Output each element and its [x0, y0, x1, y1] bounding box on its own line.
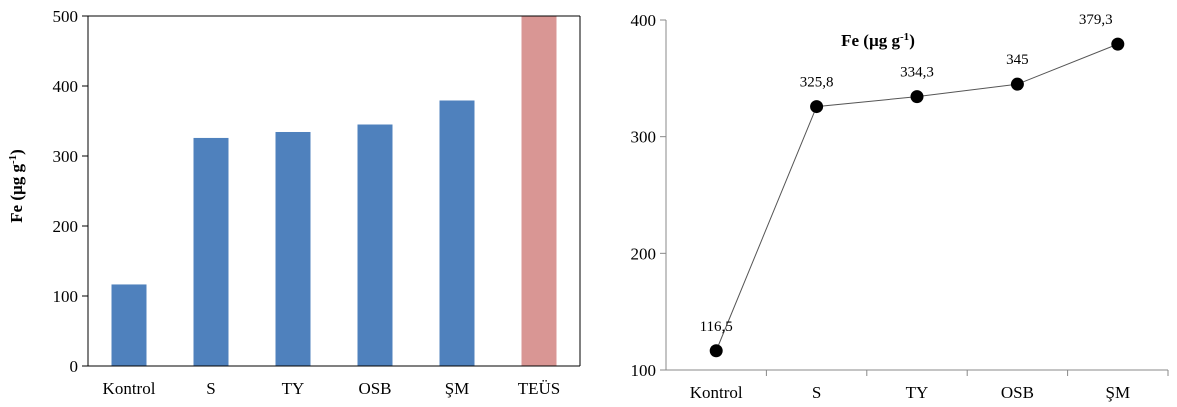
left-bar	[275, 131, 311, 366]
right-x-tick-label: TY	[906, 383, 929, 402]
right-data-point	[910, 90, 924, 104]
left-bar-chart: Fe (µg g-1) 0 100 200 300 400 500 Kontrol S TY O…	[7, 7, 581, 398]
right-data-label: 116,5	[700, 319, 733, 335]
right-y-tick-label: 300	[631, 128, 657, 147]
right-data-label: 345	[1006, 52, 1029, 68]
left-y-label-tail: )	[7, 149, 26, 155]
left-bar	[357, 124, 393, 366]
right-x-tick-label: OSB	[1001, 383, 1034, 402]
right-x-ticks: Kontrol S TY OSB ŞM	[690, 370, 1169, 402]
left-x-tick-label: OSB	[358, 379, 391, 398]
left-y-label-main: Fe (µg g	[7, 163, 26, 222]
right-x-tick-label: Kontrol	[690, 383, 743, 402]
left-y-tick-label: 100	[53, 287, 79, 306]
right-data-label: 334,3	[900, 65, 934, 81]
right-title-sup: -1	[900, 31, 909, 43]
right-data-point	[709, 344, 723, 358]
right-series: 116,5 325,8 334,3 345 379,3	[700, 12, 1125, 358]
left-x-tick-label: S	[206, 379, 215, 398]
right-data-point	[810, 100, 824, 114]
right-data-point	[1111, 37, 1125, 51]
left-y-tick-label: 200	[53, 217, 79, 236]
left-y-axis-label: Fe (µg g-1)	[7, 149, 26, 223]
right-data-label: 379,3	[1079, 12, 1113, 28]
left-x-tick-label: TY	[282, 379, 305, 398]
left-x-tick-label: Kontrol	[103, 379, 156, 398]
right-x-tick-label: S	[812, 383, 821, 402]
right-line-chart: Fe (µg g-1) 100 200 300 400 Kontrol S TY OSB ŞM…	[631, 11, 1169, 402]
left-x-ticks: Kontrol S TY OSB ŞM TEÜS	[103, 379, 561, 398]
left-y-tick-label: 400	[53, 77, 79, 96]
right-y-tick-label: 400	[631, 11, 657, 30]
svg-text:Fe (µg g-1): Fe (µg g-1)	[7, 149, 26, 223]
right-title-tail: )	[909, 31, 915, 50]
left-y-label-sup: -1	[7, 155, 19, 164]
right-x-tick-label: ŞM	[1106, 383, 1131, 402]
left-bar	[439, 100, 475, 367]
left-y-ticks: 0 100 200 300 400 500	[53, 7, 88, 376]
right-y-ticks: 100 200 300 400	[631, 11, 666, 380]
left-y-tick-label: 0	[70, 357, 79, 376]
left-bar	[111, 284, 147, 366]
right-data-label: 325,8	[800, 75, 834, 91]
left-bars	[111, 16, 557, 367]
right-chart-title: Fe (µg g-1)	[841, 31, 915, 50]
left-bar	[193, 137, 229, 366]
right-data-point	[1010, 77, 1024, 91]
right-series-line	[715, 43, 1118, 351]
left-bar	[521, 16, 557, 366]
right-y-tick-label: 200	[631, 244, 657, 263]
left-x-tick-label: TEÜS	[518, 379, 561, 398]
right-title-main: Fe (µg g	[841, 31, 900, 50]
right-y-tick-label: 100	[631, 361, 657, 380]
left-y-tick-label: 500	[53, 7, 79, 26]
left-x-tick-label: ŞM	[445, 379, 470, 398]
left-y-tick-label: 300	[53, 147, 79, 166]
